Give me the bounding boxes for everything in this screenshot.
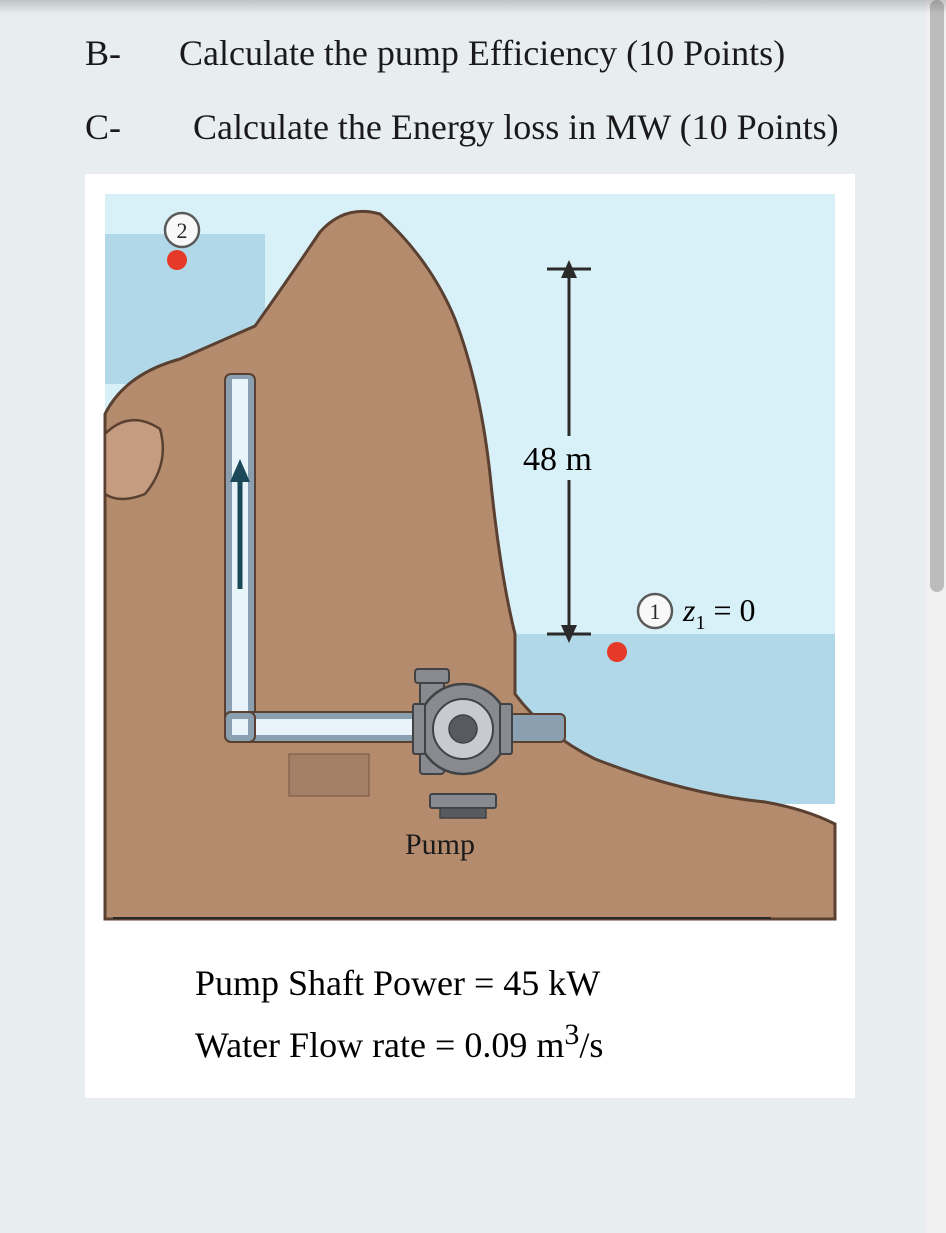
question-b-text: Calculate the pump Efficiency (10 Points… [179, 33, 785, 73]
diagram-svg: 48 m 2 1 z1 = 0 Pump [85, 174, 855, 944]
flow-prefix: Water Flow rate = 0.09 m [195, 1025, 564, 1065]
question-b: B-Calculate the pump Efficiency (10 Poin… [85, 26, 861, 82]
page-content: B-Calculate the pump Efficiency (10 Poin… [0, 0, 946, 1233]
figure-container: 48 m 2 1 z1 = 0 Pump Pump Shaft Power = … [85, 174, 855, 1098]
point2-number: 2 [177, 218, 188, 243]
z1-label: z1 = 0 [682, 592, 756, 634]
height-label: 48 m [523, 441, 592, 478]
pump-diagram: 48 m 2 1 z1 = 0 Pump [85, 174, 855, 944]
scrollbar-thumb[interactable] [930, 0, 944, 592]
pipe-elbow-inner [232, 719, 248, 735]
point1-marker [607, 642, 627, 662]
question-c-text: Calculate the Energy loss in MW (10 Poin… [193, 107, 839, 147]
given-flow-rate: Water Flow rate = 0.09 m3/s [195, 1018, 855, 1066]
question-c: C-Calculate the Energy loss in MW (10 Po… [85, 100, 861, 156]
given-shaft-power: Pump Shaft Power = 45 kW [195, 962, 855, 1004]
pipe-horizontal-inner [233, 719, 428, 735]
question-c-letter: C- [85, 100, 193, 156]
flow-sup: 3 [564, 1018, 579, 1051]
given-data: Pump Shaft Power = 45 kW Water Flow rate… [85, 944, 855, 1098]
point1-number: 1 [650, 599, 661, 624]
question-b-letter: B- [85, 26, 179, 82]
pump-label: Pump [405, 828, 475, 861]
foundation-block [289, 754, 369, 796]
flow-suffix: /s [579, 1025, 603, 1065]
point2-marker [167, 250, 187, 270]
scrollbar-track[interactable] [926, 0, 946, 1233]
top-shadow [0, 0, 946, 14]
